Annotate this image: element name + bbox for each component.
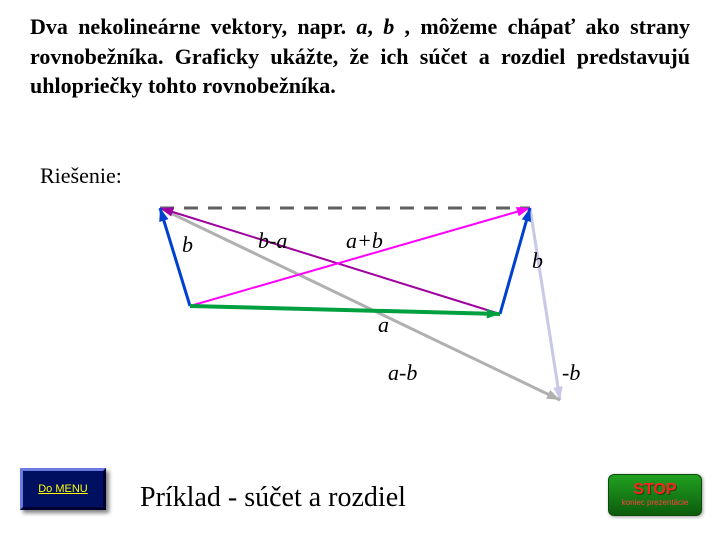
label-a: a bbox=[378, 312, 389, 338]
solution-label: Riešenie: bbox=[40, 163, 122, 189]
problem-text-pre: Dva nekolineárne vektory, napr. bbox=[30, 14, 356, 39]
label-minus-b: -b bbox=[562, 360, 580, 386]
problem-vec-a: a bbox=[356, 14, 367, 39]
stop-button-sublabel: koniec prezentácie bbox=[622, 498, 689, 508]
diagram: b b-a a+b b a a-b -b bbox=[100, 190, 660, 450]
label-b-left: b bbox=[182, 232, 193, 258]
menu-button-label: Do MENU bbox=[38, 483, 88, 495]
problem-comma: , bbox=[367, 14, 383, 39]
menu-button[interactable]: Do MENU bbox=[20, 468, 106, 510]
problem-vec-b: b bbox=[383, 14, 394, 39]
label-a-minus-b: a-b bbox=[388, 360, 417, 386]
stop-button[interactable]: STOP koniec prezentácie bbox=[608, 474, 702, 516]
stop-button-label: STOP bbox=[633, 482, 676, 498]
problem-statement: Dva nekolineárne vektory, napr. a, b , m… bbox=[30, 12, 690, 101]
label-b-right: b bbox=[532, 248, 543, 274]
footer-rest: - súčet a rozdiel bbox=[221, 482, 406, 513]
label-a-plus-b: a+b bbox=[346, 228, 383, 254]
footer-priklad: Príklad bbox=[140, 482, 221, 513]
footer-caption: Príklad - súčet a rozdiel bbox=[140, 482, 406, 514]
footer: Do MENU Príklad - súčet a rozdiel STOP k… bbox=[0, 462, 720, 522]
label-b-minus-a: b-a bbox=[258, 228, 287, 254]
